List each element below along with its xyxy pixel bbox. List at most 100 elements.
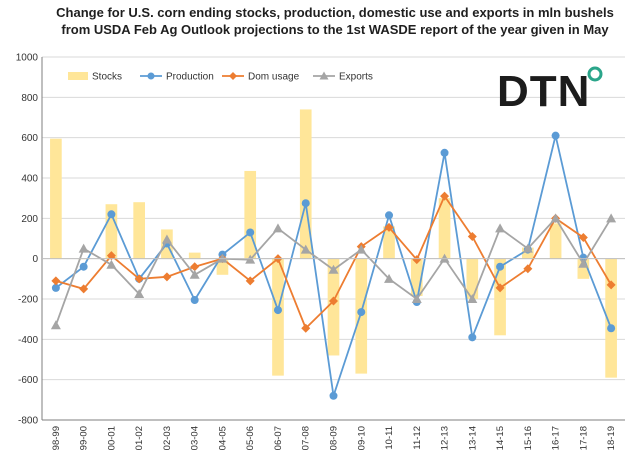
stocks-bar — [549, 223, 562, 259]
exports-point — [606, 213, 617, 223]
y-tick-label: 200 — [21, 214, 38, 225]
production-point — [440, 148, 449, 157]
x-tick-label: 12-13 — [440, 426, 451, 450]
exports-point — [245, 254, 256, 264]
dom-usage-point — [106, 251, 116, 261]
x-tick-label: 07-08 — [301, 426, 312, 450]
stocks-bar — [605, 258, 617, 378]
y-tick-label: 1000 — [16, 53, 39, 64]
exports-point — [384, 273, 395, 283]
production-point — [190, 296, 199, 305]
production-point — [273, 306, 282, 315]
dom-usage-point — [578, 232, 588, 242]
exports-point — [78, 243, 89, 253]
production-point — [51, 283, 60, 292]
exports-point — [550, 213, 561, 223]
y-tick-label: 800 — [21, 93, 38, 104]
dom-usage-point — [606, 280, 616, 290]
legend-label-exports: Exports — [339, 72, 373, 83]
y-tick-label: -600 — [18, 375, 38, 386]
x-tick-label: 11-12 — [412, 426, 423, 450]
x-tick-label: 14-15 — [495, 426, 506, 450]
stocks-bar — [50, 138, 62, 259]
dom-usage-point — [301, 323, 311, 333]
production-point — [385, 211, 394, 220]
stocks-bar — [133, 202, 145, 259]
dom-usage-point — [384, 222, 394, 232]
production-point — [607, 324, 616, 333]
dom-usage-point — [412, 255, 422, 265]
x-tick-label: 01-02 — [134, 426, 145, 450]
x-tick-label: 15-16 — [523, 426, 534, 450]
exports-point — [300, 244, 311, 254]
stocks-bar — [105, 204, 118, 259]
stocks-bar — [327, 258, 340, 356]
dom-usage-point — [245, 276, 255, 286]
stocks-bar — [188, 252, 201, 259]
legend-label-production: Production — [166, 72, 214, 83]
exports-point — [134, 288, 145, 298]
dom-usage-point — [134, 274, 144, 284]
axes: 1000 800 600 400 200 0 -200 -400 -600 -800 98-99 99… — [16, 53, 625, 450]
stocks-bar — [494, 258, 506, 336]
production-point — [246, 228, 255, 237]
x-tick-label: 98-99 — [51, 426, 62, 450]
production-point — [551, 131, 560, 140]
x-tick-label: 18-19 — [606, 426, 617, 450]
production-point — [107, 210, 116, 219]
stocks-bar — [355, 258, 368, 374]
dom-usage-point — [190, 262, 200, 272]
stocks-bar — [299, 109, 312, 259]
exports-point — [328, 264, 339, 274]
production-point — [79, 262, 88, 271]
y-tick-label: 0 — [32, 254, 38, 265]
stocks-bar — [216, 258, 229, 275]
dom-usage-point — [467, 231, 477, 241]
dom-usage-point — [440, 191, 450, 201]
x-tick-label: 00-01 — [106, 426, 117, 450]
chart-title: Change for U.S. corn ending stocks, prod… — [56, 5, 614, 37]
legend-swatch-stocks — [68, 72, 88, 80]
exports-point — [578, 258, 589, 268]
exports-point — [467, 294, 478, 303]
stocks-bar — [410, 258, 423, 296]
x-tick-label: 17-18 — [578, 426, 589, 450]
x-tick-label: 08-09 — [329, 426, 340, 450]
dtn-logo: DTN — [497, 66, 603, 116]
y-tick-label: -200 — [18, 295, 38, 306]
exports-point — [106, 259, 117, 269]
stocks-bar — [466, 258, 479, 299]
production-point — [496, 262, 505, 271]
x-tick-label: 06-07 — [273, 426, 284, 450]
legend-marker-exports — [319, 71, 329, 80]
dom-usage-point — [523, 264, 533, 274]
x-tick-label: 13-14 — [467, 426, 478, 450]
exports-point — [161, 234, 172, 244]
stocks-bar — [272, 258, 284, 376]
stocks-bar — [383, 226, 395, 259]
exports-point — [356, 244, 367, 254]
stocks-bar — [438, 198, 451, 259]
legend-marker-production — [147, 72, 155, 80]
production-point — [301, 199, 310, 208]
legend-label-dom-usage: Dom usage — [248, 72, 300, 83]
exports-point — [50, 320, 61, 330]
stocks-bar — [244, 170, 257, 259]
x-tick-label: 05-06 — [245, 426, 256, 450]
exports-point — [189, 269, 200, 279]
production-point — [329, 391, 338, 400]
stocks-bar — [577, 258, 590, 279]
dom-usage-point — [51, 276, 61, 286]
x-tick-label: 02-03 — [162, 426, 173, 450]
exports-point — [522, 243, 533, 253]
x-tick-label: 04-05 — [217, 426, 228, 450]
y-tick-label: 400 — [21, 174, 38, 185]
dom-usage-point — [162, 272, 172, 282]
legend-label-stocks: Stocks — [92, 72, 122, 83]
exports-point — [495, 223, 506, 233]
dtn-swirl-icon — [587, 66, 603, 82]
x-tick-label: 10-11 — [384, 426, 395, 450]
logo-text: DTN — [497, 67, 590, 116]
